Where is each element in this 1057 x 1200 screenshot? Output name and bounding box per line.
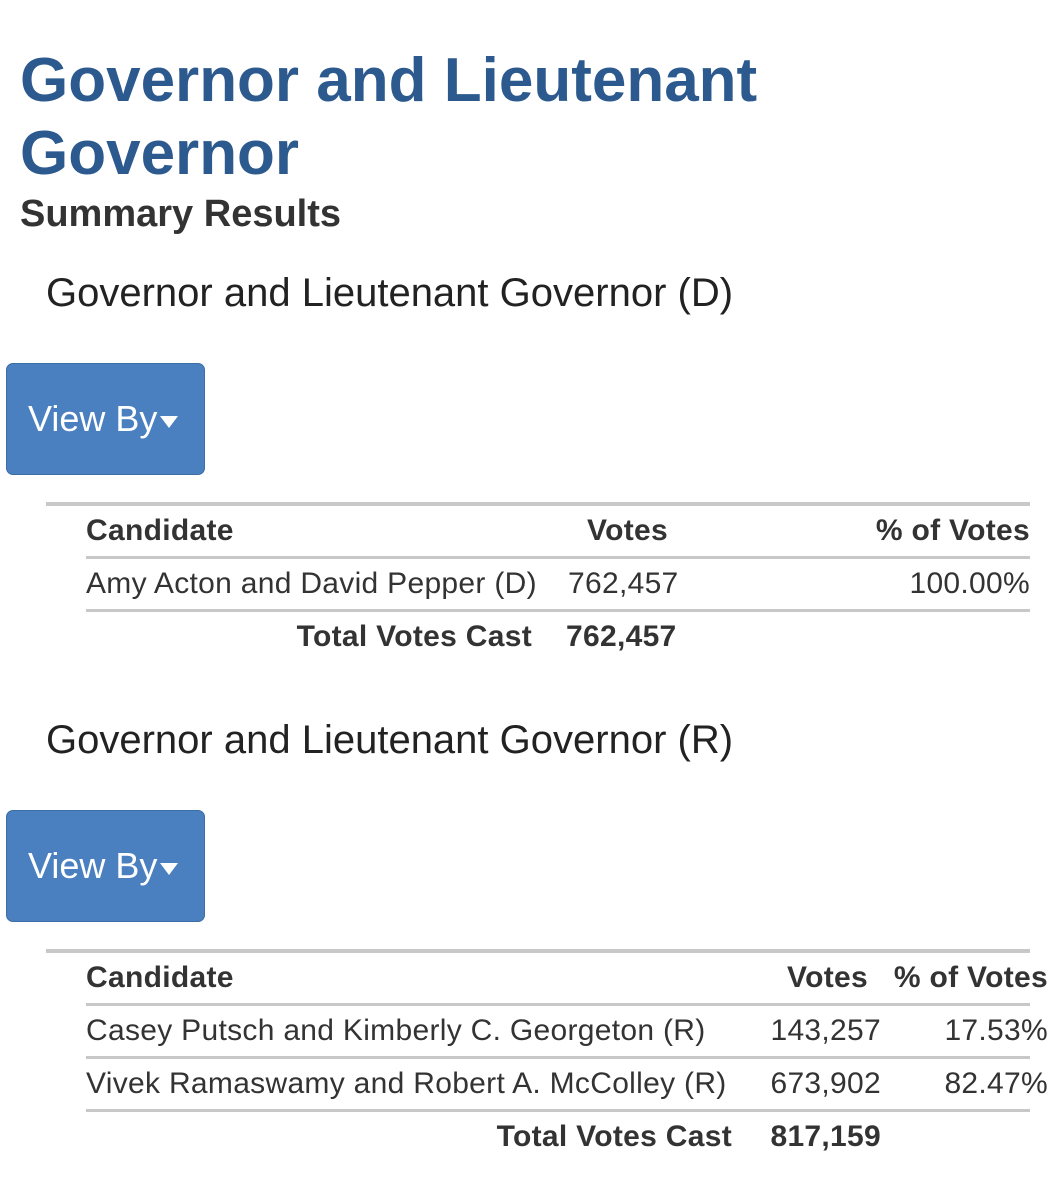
view-by-label: View By [28,845,158,886]
total-votes-label: Total Votes Cast [296,620,532,653]
column-header-percent: % of Votes [875,514,1030,547]
table-row: Amy Acton and David Pepper (D) 762,457 1… [86,559,1030,612]
table-row: Vivek Ramaswamy and Robert A. McColley (… [86,1059,1048,1112]
table-header-row: Candidate Votes % of Votes [86,506,1030,559]
view-by-button-republican[interactable]: View By [6,810,205,922]
caret-down-icon [160,863,179,875]
candidate-votes: 673,902 [770,1067,881,1100]
total-votes-value: 817,159 [770,1120,881,1153]
caret-down-icon [160,416,179,428]
table-row: Casey Putsch and Kimberly C. Georgeton (… [86,1006,1048,1059]
column-header-percent: % of Votes [893,961,1048,994]
view-by-button-democratic[interactable]: View By [6,363,205,475]
candidate-name: Vivek Ramaswamy and Robert A. McColley (… [86,1067,727,1100]
results-table-democratic: Candidate Votes % of Votes Amy Acton and… [46,502,1030,662]
candidate-votes: 143,257 [770,1014,881,1047]
race-heading-democratic: Governor and Lieutenant Governor (D) [46,271,734,315]
candidate-percent: 100.00% [909,567,1030,600]
total-row: Total Votes Cast 817,159 [86,1112,1030,1162]
column-header-votes: Votes [587,514,668,547]
view-by-label: View By [28,398,158,439]
candidate-name: Casey Putsch and Kimberly C. Georgeton (… [86,1014,706,1047]
race-heading-republican: Governor and Lieutenant Governor (R) [46,718,734,762]
page-subtitle: Summary Results [20,193,342,235]
table-header-row: Candidate Votes % of Votes [86,953,1048,1006]
column-header-candidate: Candidate [86,514,234,547]
results-table-republican: Candidate Votes % of Votes Casey Putsch … [46,949,1048,1162]
total-votes-label: Total Votes Cast [496,1120,732,1153]
candidate-percent: 82.47% [944,1067,1048,1100]
column-header-votes: Votes [787,961,868,994]
candidate-votes: 762,457 [568,567,679,600]
page-title: Governor and Lieutenant Governor [20,46,758,188]
total-votes-value: 762,457 [566,620,677,653]
total-row: Total Votes Cast 762,457 [86,612,1030,662]
column-header-candidate: Candidate [86,961,234,994]
candidate-percent: 17.53% [944,1014,1048,1047]
candidate-name: Amy Acton and David Pepper (D) [86,567,537,600]
